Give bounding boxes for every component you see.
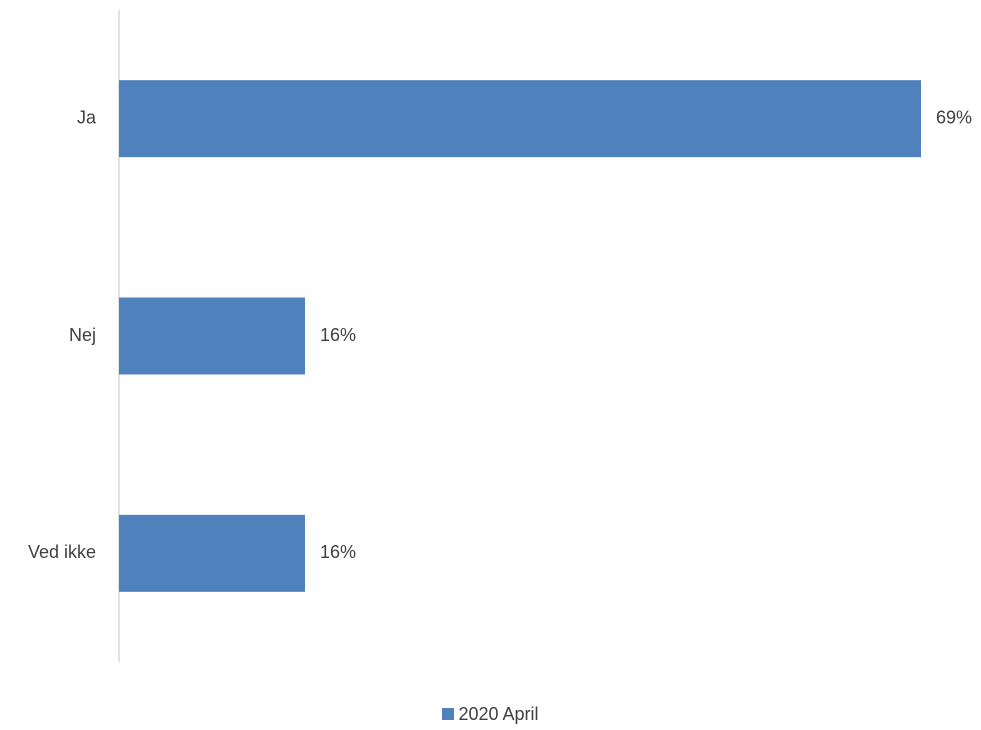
legend: 2020 April — [0, 703, 981, 725]
bar-nej — [119, 297, 305, 375]
data-label-ja: 69% — [936, 107, 972, 127]
data-label-nej: 16% — [320, 325, 356, 345]
legend-label: 2020 April — [458, 703, 539, 724]
data-label-ved-ikke: 16% — [320, 542, 356, 562]
bar-ja — [119, 80, 921, 158]
bar-ved-ikke — [119, 514, 305, 592]
category-label-ja: Ja — [77, 107, 97, 127]
category-label-nej: Nej — [69, 325, 96, 345]
legend-swatch — [442, 708, 455, 720]
labels-layer: Ja 69% Nej 16% Ved ikke 16% — [28, 107, 972, 562]
bars-layer — [119, 80, 921, 592]
category-label-ved-ikke: Ved ikke — [28, 542, 96, 562]
